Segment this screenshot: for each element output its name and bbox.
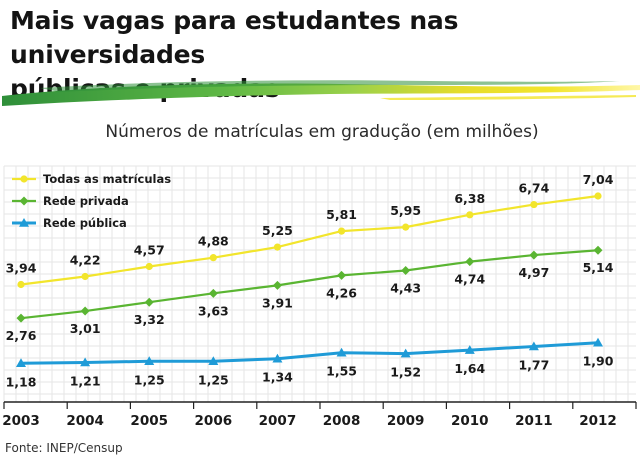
data-point-marker	[145, 262, 153, 271]
data-label: 5,25	[262, 223, 293, 238]
data-point-marker	[16, 358, 26, 368]
source-note: Fonte: INEP/Censup	[5, 441, 123, 455]
data-label: 1,90	[583, 354, 614, 369]
data-point-marker	[209, 254, 217, 262]
data-label: 5,95	[390, 203, 421, 218]
data-point-marker	[272, 280, 282, 290]
x-tick-label: 2007	[259, 413, 297, 429]
data-point-marker	[400, 348, 411, 358]
data-label: 4,74	[454, 272, 485, 287]
data-label: 1,55	[326, 364, 357, 379]
data-point-marker	[401, 266, 411, 276]
x-tick-label: 2011	[515, 413, 553, 429]
data-point-marker	[17, 280, 25, 289]
data-point-marker	[336, 347, 347, 357]
data-label: 4,88	[198, 234, 229, 249]
data-label: 1,64	[454, 361, 485, 376]
line-chart: 2003 2004 2005 2006 2007 2008 2009 2010 2011 2012…	[2, 165, 637, 429]
data-point-marker	[593, 245, 603, 255]
data-label: 1,21	[70, 373, 101, 388]
data-label: 3,32	[134, 312, 165, 327]
data-label: 3,63	[198, 303, 229, 318]
x-tick-label: 2003	[2, 413, 40, 429]
data-point-marker	[464, 345, 475, 354]
data-label: 4,22	[70, 253, 101, 268]
data-point-marker	[273, 243, 282, 251]
data-label: 4,97	[518, 265, 549, 280]
data-label: 7,04	[583, 172, 614, 187]
title-line-1: Mais vagas para estudantes nas universid…	[10, 6, 459, 69]
data-point-marker	[466, 211, 474, 219]
x-tick-label: 2006	[195, 413, 233, 429]
data-label: 3,91	[262, 295, 293, 310]
data-point-marker	[337, 227, 346, 235]
legend-swatch-marker	[19, 218, 29, 227]
data-label: 4,26	[326, 285, 357, 300]
data-point-marker	[81, 272, 89, 281]
data-point-marker	[16, 313, 26, 323]
legend-swatch-marker	[20, 175, 28, 183]
chart-title: Números de matrículas em gradução (em mi…	[105, 122, 539, 142]
legend-label: Todas as matrículas	[43, 172, 171, 186]
data-label: 6,74	[518, 181, 549, 196]
data-point-marker	[529, 250, 539, 260]
data-point-marker	[594, 192, 602, 200]
data-label: 1,52	[390, 365, 421, 380]
data-label: 1,25	[134, 372, 165, 387]
series-line-2	[20, 249, 599, 320]
data-point-marker	[528, 341, 539, 351]
data-point-marker	[144, 356, 155, 366]
legend-swatch-marker	[19, 196, 29, 206]
data-point-marker	[144, 297, 154, 307]
data-point-marker	[530, 200, 538, 209]
data-label: 1,77	[518, 357, 549, 372]
data-label: 3,01	[70, 321, 101, 336]
data-label: 6,38	[454, 191, 485, 206]
x-tick-label: 2009	[387, 413, 425, 429]
data-label: 1,18	[6, 374, 37, 389]
legend-label: Rede privada	[43, 194, 129, 208]
series-line-3	[20, 341, 599, 365]
data-label: 5,14	[583, 260, 614, 275]
data-label: 4,57	[134, 243, 165, 258]
data-point-marker	[465, 257, 475, 267]
data-label: 1,34	[262, 370, 293, 385]
data-point-marker	[593, 337, 603, 347]
data-point-marker	[208, 288, 218, 298]
data-label: 1,25	[198, 372, 229, 387]
x-tick-label: 2005	[130, 413, 168, 429]
data-point-marker	[80, 306, 90, 316]
x-tick-label: 2010	[451, 413, 489, 429]
x-tick-label: 2008	[323, 413, 361, 429]
data-label: 4,43	[390, 281, 421, 296]
legend-label: Rede pública	[43, 216, 127, 230]
data-point-marker	[272, 353, 283, 363]
data-label: 2,76	[6, 328, 37, 343]
x-tick-label: 2012	[579, 413, 617, 429]
data-point-marker	[337, 270, 347, 280]
data-point-marker	[208, 356, 219, 366]
x-tick-label: 2004	[66, 413, 104, 429]
brush-stroke-decoration	[2, 80, 640, 106]
data-label: 5,81	[326, 207, 357, 222]
data-point-marker	[80, 357, 91, 367]
data-point-marker	[402, 223, 410, 231]
data-label: 3,94	[6, 260, 37, 275]
series-line-1	[20, 194, 599, 286]
